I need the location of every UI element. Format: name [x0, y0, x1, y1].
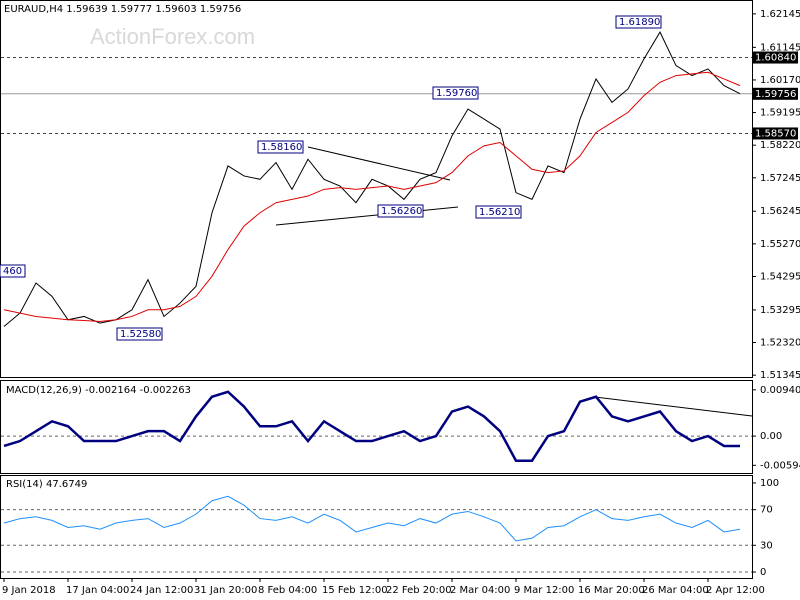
y-tick-label: 100 [760, 478, 779, 489]
y-tick-label: 1.51345 [760, 370, 800, 381]
y-tick-label: 30 [760, 540, 773, 551]
level-label: 1.58570 [755, 128, 796, 139]
x-tick-label: 22 Feb 20:00 [386, 585, 452, 596]
x-tick-label: 24 Jan 12:00 [130, 585, 193, 596]
y-tick-label: 0.009407 [760, 385, 800, 396]
annotation: 1.56210 [479, 207, 520, 218]
y-tick-label: 0.00 [760, 431, 782, 442]
level-box [752, 51, 798, 64]
price-frame [0, 0, 753, 378]
rsi-title: RSI(14) 47.6749 [6, 479, 87, 490]
annotation-box [475, 205, 522, 219]
x-tick-label: 17 Jan 04:00 [66, 585, 129, 596]
y-tick-label: 1.62145 [760, 9, 800, 20]
y-tick-label: 0 [760, 567, 766, 578]
annotation-box [116, 327, 163, 341]
x-tick-label: 16 Mar 20:00 [578, 585, 645, 596]
trend-line [307, 146, 451, 181]
macd-frame [0, 380, 753, 474]
annotation: 1.56260 [381, 206, 422, 217]
series-line [3, 390, 740, 462]
annotation: 1.59760 [436, 88, 477, 99]
series-line [3, 71, 741, 322]
level-label: 1.59756 [755, 89, 796, 100]
series-line [3, 495, 741, 542]
watermark: ActionForex.com [90, 24, 255, 49]
trend-line [594, 396, 753, 417]
x-tick-label: 2 Mar 04:00 [450, 585, 510, 596]
annotation-box [615, 15, 662, 29]
annotation-box [0, 264, 26, 278]
x-tick-label: 15 Feb 12:00 [322, 585, 388, 596]
level-label: 1.60840 [755, 53, 796, 64]
y-tick-label: 1.60170 [760, 75, 800, 86]
macd-title: MACD(12,26,9) -0.002164 -0.002263 [6, 385, 191, 396]
x-tick-label: 2 Apr 12:00 [706, 585, 765, 596]
y-tick-label: -0.00594 [760, 460, 800, 471]
x-tick-label: 31 Jan 20:00 [194, 585, 257, 596]
x-tick-label: 8 Feb 04:00 [258, 585, 317, 596]
y-tick-label: 70 [760, 505, 773, 516]
level-box [752, 127, 798, 140]
y-tick-label: 1.53295 [760, 305, 800, 316]
x-tick-label: 26 Mar 04:00 [642, 585, 709, 596]
y-tick-label: 1.58220 [760, 140, 800, 151]
trend-line [275, 206, 459, 226]
y-tick-label: 1.57245 [760, 173, 800, 184]
series-line [3, 31, 741, 327]
y-tick-label: 1.56245 [760, 206, 800, 217]
annotation: 1.52580 [120, 329, 161, 340]
y-tick-label: 1.61145 [760, 42, 800, 53]
level-box [752, 87, 798, 100]
y-tick-label: 1.55270 [760, 239, 800, 250]
y-tick-label: 1.52320 [760, 338, 800, 349]
annotation-box [257, 140, 304, 154]
annotation-box [432, 86, 479, 100]
header: EURAUD,H4 1.59639 1.59777 1.59603 1.5975… [4, 4, 241, 15]
rsi-frame [0, 475, 753, 579]
x-tick-label: 9 Mar 12:00 [514, 585, 574, 596]
annotation-box [377, 204, 424, 218]
y-tick-label: 1.59195 [760, 108, 800, 119]
y-tick-label: 1.54295 [760, 271, 800, 282]
annotation: 1.58160 [261, 142, 302, 153]
x-tick-label: 9 Jan 2018 [2, 585, 56, 596]
annotation: 1.61890 [619, 17, 660, 28]
annotation: 460 [3, 266, 22, 277]
